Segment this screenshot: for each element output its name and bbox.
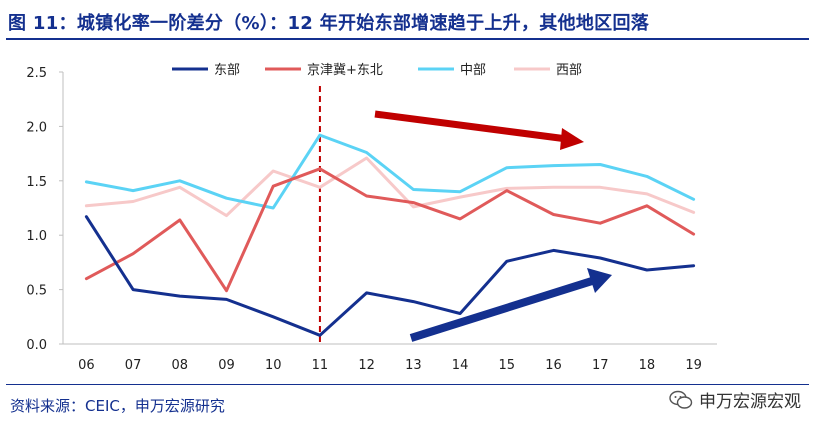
series-layer: [84, 133, 696, 337]
up-trend-arrow-shaft: [409, 277, 594, 342]
x-tick-label: 13: [405, 358, 422, 373]
up-trend-arrow-head: [587, 268, 612, 293]
source-note: 资料来源：CEIC，申万宏源研究: [10, 397, 225, 415]
x-tick-label: 11: [312, 358, 329, 373]
y-tick-label: 1.5: [26, 175, 47, 190]
x-tick-label: 06: [78, 358, 95, 373]
x-tick-label: 12: [358, 358, 375, 373]
series-line-2: [84, 133, 696, 210]
legend-label: 西部: [556, 63, 582, 78]
watermark-text: 申万宏源宏观: [699, 392, 801, 412]
legend-label: 东部: [214, 63, 240, 78]
watermark: 申万宏源宏观: [669, 387, 801, 412]
down-trend-arrow-shaft: [374, 110, 568, 143]
axes: 0.0 0.5 1.0 1.5 2.0 2.5 06 07 08 09 10 11 12 13 14 15 16…: [26, 66, 717, 373]
y-tick-label: 1.0: [26, 229, 47, 244]
x-tick-label: 14: [452, 358, 469, 373]
y-tick-label: 0.0: [26, 338, 47, 353]
x-tick-label: 10: [265, 358, 282, 373]
trend-arrows: [374, 110, 612, 342]
series-line-1: [84, 167, 696, 293]
wechat-icon: [669, 390, 693, 409]
line-chart: 0.0 0.5 1.0 1.5 2.0 2.5 06 07 08 09 10 11 12 13 14 15 16…: [26, 62, 717, 373]
legend-label: 中部: [460, 63, 486, 78]
x-tick-label: 17: [592, 358, 609, 373]
series-line-3: [84, 156, 696, 218]
series-line-0: [84, 215, 696, 337]
x-tick-label: 08: [172, 358, 189, 373]
x-tick-label: 19: [685, 358, 702, 373]
down-trend-arrow-head: [560, 128, 584, 150]
legend: 东部 京津冀+东北 中部 西部: [172, 62, 582, 78]
footer-divider: [6, 384, 809, 385]
legend-label: 京津冀+东北: [307, 62, 383, 78]
chart-title: 图 11：城镇化率一阶差分（%）：12 年开始东部增速趋于上升，其他地区回落: [8, 13, 650, 34]
x-tick-label: 16: [545, 358, 562, 373]
x-tick-label: 07: [125, 358, 142, 373]
x-tick-label: 15: [499, 358, 516, 373]
x-tick-label: 18: [639, 358, 656, 373]
x-tick-label: 09: [218, 358, 235, 373]
title-divider: [6, 38, 809, 40]
y-tick-label: 2.5: [26, 66, 47, 81]
y-tick-label: 2.0: [26, 120, 47, 135]
y-tick-label: 0.5: [26, 284, 47, 299]
